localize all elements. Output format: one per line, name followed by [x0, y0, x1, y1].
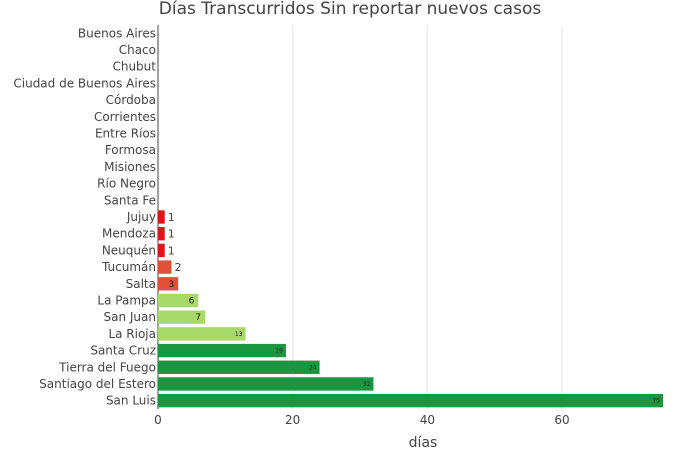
bar: [158, 377, 374, 391]
x-tick-labels: 0 20 40 60: [154, 413, 569, 427]
category-label: San Luis: [106, 394, 156, 408]
value-label: 75: [652, 398, 660, 405]
bar: [158, 343, 286, 358]
category-label: La Pampa: [97, 293, 156, 307]
category-label: Tucumán: [101, 260, 156, 274]
category-label: Formosa: [105, 143, 156, 157]
category-label: San Juan: [104, 310, 157, 324]
x-axis-title: días: [409, 435, 438, 450]
category-label: Córdoba: [106, 93, 156, 107]
bar: [158, 227, 165, 241]
value-label: 7: [195, 313, 201, 323]
value-label: 1: [168, 244, 175, 257]
value-labels: 1 1 1 23 67 13 19 24 32 75: [168, 211, 660, 405]
bar: [158, 327, 246, 341]
category-label: Ciudad de Buenos Aires: [13, 76, 156, 90]
x-tick-label: 20: [285, 413, 300, 427]
value-label: 6: [189, 296, 195, 306]
category-label: Mendoza: [102, 227, 156, 241]
x-tick-label: 40: [420, 413, 435, 427]
category-labels: Buenos Aires Chaco Chubut Ciudad de Buenos …: [13, 26, 156, 407]
category-label: La Rioja: [108, 327, 156, 341]
bar: [158, 360, 320, 374]
value-label: 2: [174, 261, 181, 274]
x-tick-label: 60: [554, 413, 569, 427]
value-label: 3: [168, 280, 174, 290]
bar: [158, 293, 199, 308]
bar: [158, 243, 165, 258]
category-label: Misiones: [104, 160, 156, 174]
value-label: 1: [168, 228, 175, 241]
bar: [158, 393, 663, 408]
category-label: Corrientes: [94, 110, 156, 124]
value-label: 32: [363, 381, 371, 388]
chart-title: Días Transcurridos Sin reportar nuevos c…: [159, 0, 542, 19]
value-label: 1: [168, 211, 175, 224]
category-label: Neuquén: [102, 243, 156, 257]
category-label: Santa Fe: [104, 193, 156, 207]
bar: [158, 277, 179, 291]
x-tick-label: 0: [154, 413, 162, 427]
category-label: Río Negro: [97, 177, 156, 191]
value-label: 13: [235, 331, 243, 338]
bars: [158, 210, 663, 408]
category-label: Buenos Aires: [78, 26, 156, 40]
category-label: Tierra del Fuego: [58, 360, 156, 374]
category-label: Jujuy: [126, 210, 156, 224]
bar: [158, 260, 172, 274]
category-label: Entre Ríos: [95, 127, 156, 141]
category-label: Santa Cruz: [90, 344, 156, 358]
value-label: 24: [309, 364, 317, 371]
value-label: 19: [275, 348, 283, 355]
bar: [158, 210, 165, 224]
category-label: Chaco: [119, 43, 156, 57]
category-label: Salta: [126, 277, 156, 291]
category-label: Chubut: [112, 60, 156, 74]
bar: [158, 310, 206, 324]
category-label: Santiago del Estero: [39, 377, 156, 391]
